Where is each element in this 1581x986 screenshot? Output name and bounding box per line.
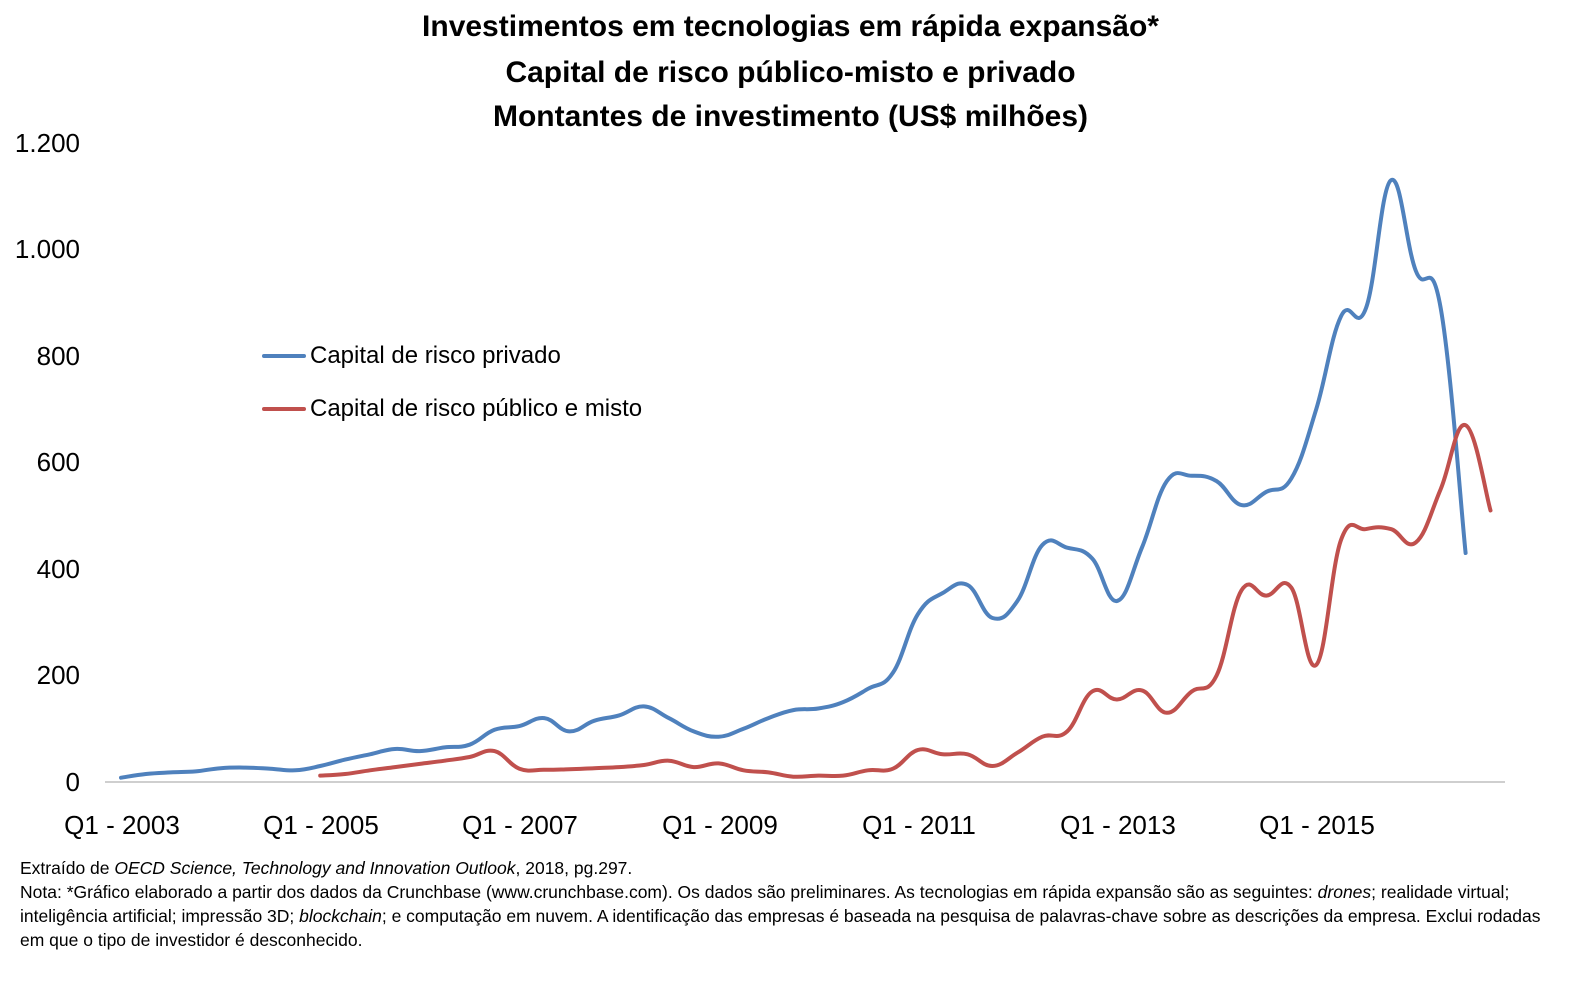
chart-title-line-1: Investimentos em tecnologias em rápida e… (422, 10, 1159, 43)
y-tick-label: 600 (36, 447, 80, 477)
footnote-text-3: ; e computação em nuvem. A identificação… (20, 906, 1541, 950)
x-tick-label: Q1 - 2003 (64, 810, 180, 840)
chart-title-line-2: Capital de risco público-misto e privado (505, 56, 1076, 89)
footnote-text-2: ; realidade virtual; inteligência artifi… (20, 882, 1510, 926)
legend-label-public-mixed: Capital de risco público e misto (310, 395, 643, 422)
legend-swatch-private (262, 354, 306, 358)
source-suffix: , 2018, pg.297. (515, 858, 633, 878)
source-note: Extraído de OECD Science, Technology and… (20, 856, 1565, 880)
series-line-public-mixed (318, 423, 1493, 779)
footnote-text-1: Nota: *Gráfico elaborado a partir dos da… (20, 882, 1318, 902)
y-tick-label: 400 (36, 554, 80, 584)
y-tick-label: 1.000 (14, 234, 80, 264)
x-tick-label: Q1 - 2011 (862, 810, 976, 840)
series-layer (119, 178, 1493, 780)
chart-title-line-3: Montantes de investimento (US$ milhões) (492, 100, 1089, 133)
x-tick-label: Q1 - 2009 (662, 810, 778, 840)
legend-label-private: Capital de risco privado (310, 342, 561, 369)
x-tick-label: Q1 - 2005 (263, 810, 379, 840)
y-tick-label: 0 (65, 767, 80, 797)
y-tick-label: 800 (36, 341, 80, 371)
x-tick-label: Q1 - 2007 (462, 810, 578, 840)
legend-item-private: Capital de risco privado (262, 342, 561, 370)
y-tick-label: 200 (36, 660, 80, 690)
x-tick-label: Q1 - 2015 (1259, 810, 1375, 840)
y-tick-label: 1.200 (14, 128, 80, 158)
footnote-italic-2: blockchain (299, 906, 382, 926)
legend-item-public-mixed: Capital de risco público e misto (262, 395, 642, 423)
source-title: OECD Science, Technology and Innovation … (114, 858, 516, 878)
legend-swatch-public-mixed (262, 407, 306, 411)
footnote-italic-1: drones (1317, 882, 1372, 902)
x-tick-label: Q1 - 2013 (1060, 810, 1176, 840)
source-prefix: Extraído de (20, 858, 115, 878)
series-line-private (119, 178, 1468, 780)
footnote: Nota: *Gráfico elaborado a partir dos da… (20, 880, 1565, 952)
